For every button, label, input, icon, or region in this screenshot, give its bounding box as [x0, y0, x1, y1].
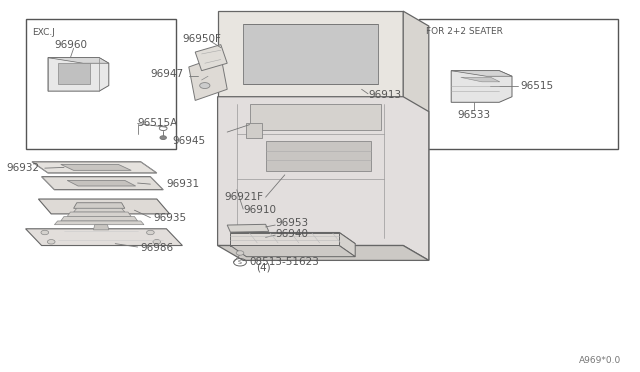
Polygon shape [403, 11, 429, 260]
Text: 96913: 96913 [368, 90, 401, 100]
Circle shape [236, 251, 244, 255]
Text: 08513-51623: 08513-51623 [250, 257, 319, 267]
Polygon shape [61, 164, 131, 170]
Text: FOR 2+2 SEATER: FOR 2+2 SEATER [426, 27, 502, 36]
Polygon shape [246, 123, 262, 138]
Polygon shape [266, 141, 371, 171]
Circle shape [147, 230, 154, 235]
Text: 96533: 96533 [458, 110, 491, 120]
Text: 96947: 96947 [150, 70, 184, 79]
Text: S: S [238, 260, 242, 265]
Polygon shape [230, 246, 355, 257]
Text: 96945: 96945 [173, 137, 206, 146]
Polygon shape [195, 45, 227, 71]
Circle shape [200, 83, 210, 89]
Polygon shape [38, 199, 170, 214]
Polygon shape [42, 177, 163, 190]
Text: 96960: 96960 [54, 40, 87, 49]
Text: 96932: 96932 [6, 163, 40, 173]
Polygon shape [26, 229, 182, 246]
Polygon shape [74, 203, 125, 208]
Polygon shape [74, 208, 125, 212]
Text: (4): (4) [256, 263, 271, 273]
Polygon shape [54, 221, 144, 225]
Polygon shape [48, 58, 109, 63]
Polygon shape [339, 232, 355, 257]
Polygon shape [230, 232, 339, 246]
Polygon shape [93, 225, 109, 230]
Text: EXC.J: EXC.J [32, 28, 55, 37]
Circle shape [153, 240, 161, 244]
Polygon shape [230, 232, 355, 244]
Polygon shape [461, 77, 500, 82]
Text: A969*0.0: A969*0.0 [579, 356, 621, 365]
Polygon shape [250, 104, 381, 130]
Text: 96931: 96931 [166, 179, 200, 189]
Bar [419, 19, 618, 149]
Polygon shape [48, 58, 109, 91]
Text: 96910: 96910 [243, 205, 276, 215]
Circle shape [47, 240, 55, 244]
Text: 96515A: 96515A [138, 118, 178, 128]
Polygon shape [218, 11, 403, 97]
Polygon shape [32, 162, 157, 173]
Polygon shape [227, 224, 269, 232]
Text: 96935: 96935 [154, 214, 187, 223]
Text: 96986: 96986 [141, 244, 174, 253]
Polygon shape [189, 56, 227, 100]
Bar [26, 19, 176, 149]
Polygon shape [451, 71, 512, 76]
Polygon shape [61, 217, 138, 221]
Polygon shape [67, 212, 131, 217]
Polygon shape [243, 24, 378, 84]
Polygon shape [218, 97, 429, 260]
Text: 96515: 96515 [520, 81, 554, 90]
Polygon shape [451, 71, 512, 102]
Circle shape [160, 136, 166, 140]
Polygon shape [58, 63, 90, 84]
Text: 96921F: 96921F [224, 192, 263, 202]
Circle shape [41, 230, 49, 235]
Text: 96950F: 96950F [182, 34, 221, 44]
Text: 96940: 96940 [275, 230, 308, 239]
Polygon shape [218, 246, 429, 260]
Polygon shape [67, 180, 136, 186]
Text: 96953: 96953 [275, 218, 308, 228]
